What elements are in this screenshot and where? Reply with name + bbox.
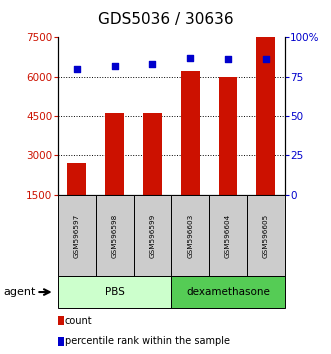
Point: [74, 66, 79, 72]
Text: GDS5036 / 30636: GDS5036 / 30636: [98, 12, 233, 27]
Point: [150, 61, 155, 67]
Point: [263, 56, 268, 62]
Text: percentile rank within the sample: percentile rank within the sample: [65, 336, 230, 346]
Text: agent: agent: [3, 287, 36, 297]
Bar: [68, 163, 86, 195]
Bar: [143, 113, 162, 195]
Point: [188, 55, 193, 61]
Bar: [105, 113, 124, 195]
Text: GSM596604: GSM596604: [225, 213, 231, 258]
Point: [112, 63, 117, 68]
Text: PBS: PBS: [105, 287, 124, 297]
Text: GSM596603: GSM596603: [187, 213, 193, 258]
Text: GSM596605: GSM596605: [263, 213, 269, 258]
Bar: [256, 37, 275, 195]
Bar: [218, 76, 237, 195]
Point: [225, 56, 231, 62]
Text: dexamethasone: dexamethasone: [186, 287, 270, 297]
Text: GSM596598: GSM596598: [112, 213, 118, 258]
Text: count: count: [65, 316, 93, 326]
Text: GSM596597: GSM596597: [74, 213, 80, 258]
Bar: [181, 71, 200, 195]
Text: GSM596599: GSM596599: [149, 213, 155, 258]
